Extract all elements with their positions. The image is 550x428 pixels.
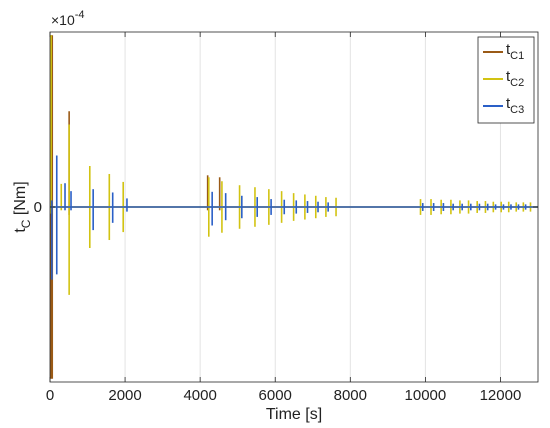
x-tick-label: 2000 (108, 387, 141, 404)
x-axis-title: Time [s] (266, 406, 322, 423)
x-tick-label: 4000 (183, 387, 216, 404)
y-axis-title: tC [Nm] (12, 181, 33, 232)
y-axis-title-main: t (12, 228, 29, 233)
ticks: 0 2000 4000 6000 8000 10000 12000 0 (34, 32, 538, 404)
y-axis-title-unit: [Nm] (12, 181, 29, 219)
legend-label-main: t (506, 68, 511, 85)
exponent-power: -4 (75, 9, 85, 21)
legend-label-main: t (506, 95, 511, 112)
legend-label-sub: C3 (510, 104, 524, 116)
x-tick-label: 10000 (405, 387, 447, 404)
x-tick-label: 8000 (334, 387, 367, 404)
legend-label: tC3 (506, 95, 524, 116)
exponent-base: ×10 (51, 12, 75, 28)
exponent-label: ×10-4 (51, 9, 85, 28)
legend-label: tC1 (506, 41, 524, 62)
legend-label-sub: C1 (510, 50, 524, 62)
x-tick-label: 6000 (259, 387, 292, 404)
series-c3 (50, 155, 538, 280)
legend-label-main: t (506, 41, 511, 58)
x-tick-label: 12000 (480, 387, 522, 404)
y-tick-label: 0 (34, 199, 42, 216)
x-tick-label: 0 (46, 387, 54, 404)
y-axis-title-sub: C (19, 219, 33, 228)
legend-label: tC2 (506, 68, 524, 89)
legend-label-sub: C2 (510, 77, 524, 89)
